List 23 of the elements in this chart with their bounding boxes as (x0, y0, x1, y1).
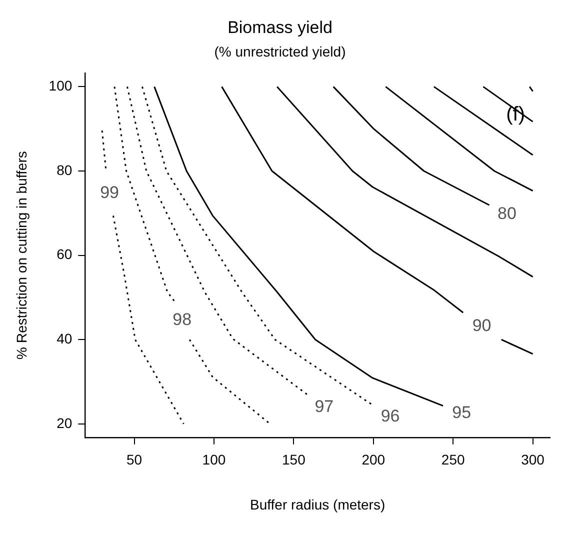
x-tick-label: 50 (126, 452, 142, 468)
series-label: 95 (452, 402, 472, 422)
y-tick-label: 100 (48, 78, 72, 94)
y-tick-label: 60 (56, 246, 72, 262)
series-label: 97 (314, 396, 334, 416)
x-tick-label: 200 (362, 452, 386, 468)
series-label: 80 (498, 204, 516, 224)
line-series (126, 86, 309, 396)
y-tick-label: 40 (56, 330, 72, 346)
chart-title: Biomass yield (228, 18, 332, 37)
series-label: 98 (172, 310, 192, 330)
series-label: 96 (380, 406, 400, 426)
chart-subtitle: (% unrestricted yield) (214, 44, 346, 60)
x-tick-label: 300 (521, 452, 545, 468)
x-tick-label: 250 (441, 452, 465, 468)
x-tick-label: 100 (202, 452, 226, 468)
series-label: 99 (100, 183, 120, 202)
y-tick-label: 20 (56, 414, 72, 431)
y-axis-title: % Restriction on cutting in buffers (13, 151, 30, 360)
y-tick-label: 80 (56, 162, 72, 178)
series-label: 90 (472, 316, 492, 335)
x-axis-title: Buffer radius (meters) (250, 496, 386, 512)
x-tick-label: 150 (282, 452, 306, 468)
